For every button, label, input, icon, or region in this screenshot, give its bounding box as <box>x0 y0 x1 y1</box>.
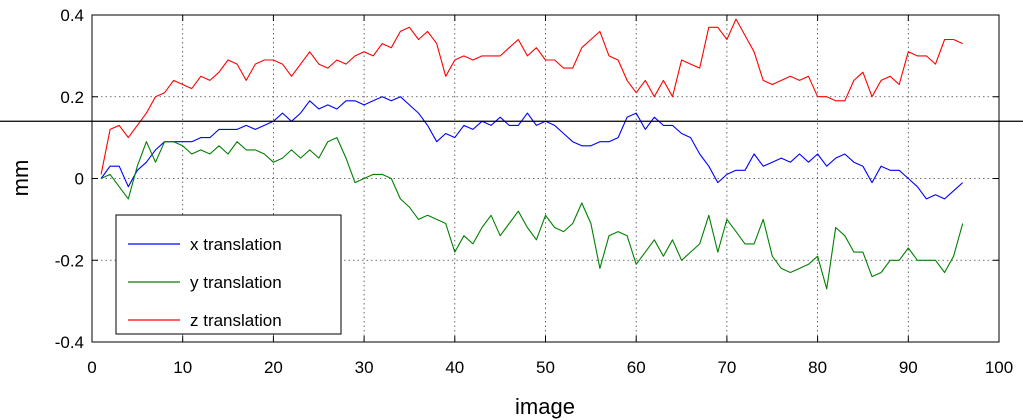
x-tick-label: 90 <box>899 358 918 377</box>
x-tick-label: 20 <box>264 358 283 377</box>
x-tick-label: 0 <box>87 358 96 377</box>
y-tick-label: 0.2 <box>60 88 84 107</box>
x-tick-label: 70 <box>717 358 736 377</box>
x-tick-label: 30 <box>355 358 374 377</box>
y-tick-label: -0.4 <box>55 333 84 352</box>
x-tick-label: 80 <box>808 358 827 377</box>
y-axis-label: mm <box>8 160 33 197</box>
x-tick-label: 50 <box>536 358 555 377</box>
series-line-y <box>100 137 964 290</box>
x-tick-label: 10 <box>173 358 192 377</box>
grid-lines <box>92 15 999 342</box>
y-tick-label: 0.4 <box>60 6 84 25</box>
legend: x translation y translation z translation <box>115 214 342 335</box>
x-tick-label: 60 <box>627 358 646 377</box>
legend-label: x translation <box>190 235 282 254</box>
legend-label: y translation <box>190 273 282 292</box>
series-lines <box>100 18 964 290</box>
legend-box <box>115 214 342 335</box>
x-tick-label: 40 <box>445 358 464 377</box>
legend-label: z translation <box>190 311 282 330</box>
y-tick-label: -0.2 <box>55 251 84 270</box>
y-tick-labels: -0.4 -0.2 0 0.2 0.4 <box>55 6 84 352</box>
series-line-z <box>100 18 963 175</box>
x-axis-label: image <box>515 394 575 419</box>
y-tick-label: 0 <box>75 170 84 189</box>
x-tick-labels: 0 10 20 30 40 50 60 70 80 90 100 <box>87 358 1013 377</box>
axis-ticks <box>91 14 1000 343</box>
x-tick-label: 100 <box>985 358 1013 377</box>
series-line-x <box>100 96 964 200</box>
